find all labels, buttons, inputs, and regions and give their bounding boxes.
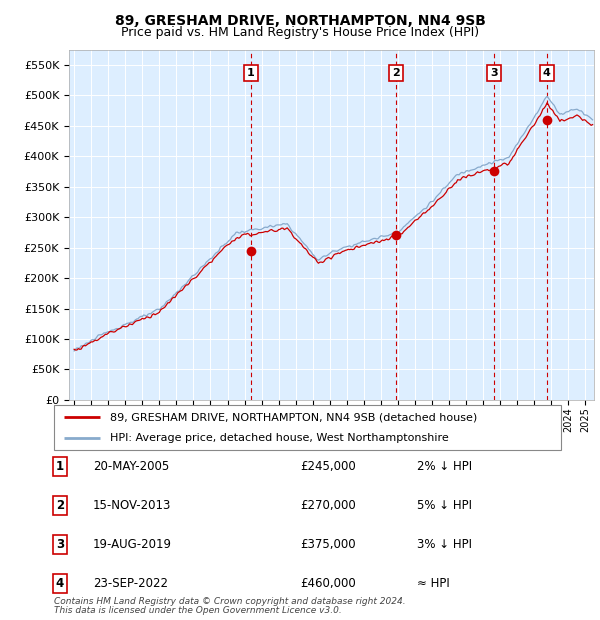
Text: 19-AUG-2019: 19-AUG-2019: [93, 538, 172, 551]
Text: 4: 4: [542, 68, 551, 78]
Text: 15-NOV-2013: 15-NOV-2013: [93, 499, 172, 511]
Text: £270,000: £270,000: [300, 499, 356, 511]
Text: This data is licensed under the Open Government Licence v3.0.: This data is licensed under the Open Gov…: [54, 606, 342, 615]
Text: ≈ HPI: ≈ HPI: [417, 577, 450, 590]
Text: 3: 3: [56, 538, 64, 551]
Text: £460,000: £460,000: [300, 577, 356, 590]
Text: 1: 1: [56, 460, 64, 472]
Text: 2: 2: [56, 499, 64, 511]
Text: 2% ↓ HPI: 2% ↓ HPI: [417, 460, 472, 472]
Text: 4: 4: [56, 577, 64, 590]
Text: £375,000: £375,000: [300, 538, 356, 551]
Text: 23-SEP-2022: 23-SEP-2022: [93, 577, 168, 590]
Text: 5% ↓ HPI: 5% ↓ HPI: [417, 499, 472, 511]
Text: Price paid vs. HM Land Registry's House Price Index (HPI): Price paid vs. HM Land Registry's House …: [121, 26, 479, 39]
Text: 89, GRESHAM DRIVE, NORTHAMPTON, NN4 9SB (detached house): 89, GRESHAM DRIVE, NORTHAMPTON, NN4 9SB …: [110, 412, 477, 422]
Text: 3: 3: [490, 68, 497, 78]
Text: 1: 1: [247, 68, 255, 78]
Text: Contains HM Land Registry data © Crown copyright and database right 2024.: Contains HM Land Registry data © Crown c…: [54, 597, 406, 606]
Text: HPI: Average price, detached house, West Northamptonshire: HPI: Average price, detached house, West…: [110, 433, 449, 443]
Text: 2: 2: [392, 68, 400, 78]
Text: 3% ↓ HPI: 3% ↓ HPI: [417, 538, 472, 551]
Text: £245,000: £245,000: [300, 460, 356, 472]
Text: 89, GRESHAM DRIVE, NORTHAMPTON, NN4 9SB: 89, GRESHAM DRIVE, NORTHAMPTON, NN4 9SB: [115, 14, 485, 28]
Text: 20-MAY-2005: 20-MAY-2005: [93, 460, 169, 472]
